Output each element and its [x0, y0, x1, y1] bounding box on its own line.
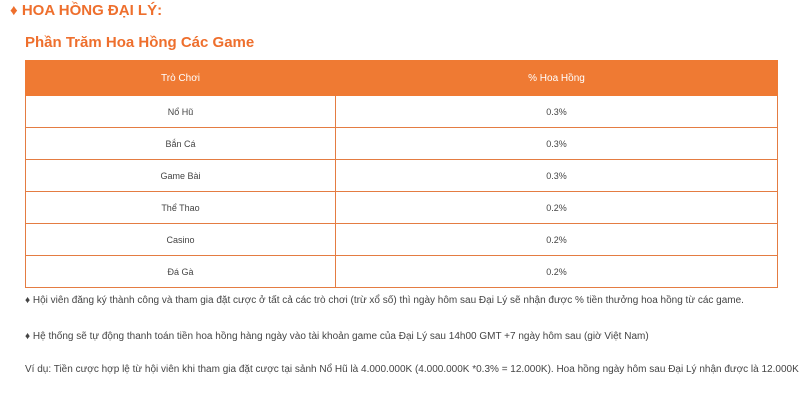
game-name: Game Bài: [25, 159, 336, 192]
commission-rate: 0.2%: [335, 191, 778, 224]
paragraph: ♦ Hệ thống sẽ tự động thanh toán tiền ho…: [25, 331, 649, 342]
game-name: Casino: [25, 223, 336, 256]
section-title: ♦ HOA HỒNG ĐẠI LÝ:: [10, 2, 163, 19]
table-head: Trò Chơi% Hoa Hồng: [25, 60, 778, 96]
table-row: Thể Thao 0.2%: [25, 191, 778, 224]
table-row: Bắn Cá 0.3%: [25, 127, 778, 160]
game-name: Nổ Hũ: [25, 95, 336, 128]
commission-table: Trò Chơi% Hoa Hồng Nổ Hũ 0.3% Bắn Cá 0.3% Ga…: [25, 60, 778, 288]
commission-rate: 0.3%: [335, 95, 778, 128]
commission-rate: 0.2%: [335, 255, 778, 288]
paragraph: ♦ Hội viên đăng ký thành công và tham gi…: [25, 295, 744, 306]
table-row: Game Bài 0.3%: [25, 159, 778, 192]
table-row: Đá Gà 0.2%: [25, 255, 778, 288]
section-subtitle: Phần Trăm Hoa Hồng Các Game: [25, 34, 255, 51]
table-body: Nổ Hũ 0.3% Bắn Cá 0.3% Game Bài 0.3% Thể Thao 0…: [25, 95, 778, 288]
game-name: Bắn Cá: [25, 127, 336, 160]
commission-rate: 0.2%: [335, 223, 778, 256]
game-name: Đá Gà: [25, 255, 336, 288]
commission-rate: 0.3%: [335, 159, 778, 192]
table-row: Casino 0.2%: [25, 223, 778, 256]
column-header: Trò Chơi: [25, 60, 336, 96]
table-row: Nổ Hũ 0.3%: [25, 95, 778, 128]
column-header: % Hoa Hồng: [335, 60, 778, 96]
header-row: Trò Chơi% Hoa Hồng: [25, 60, 778, 96]
game-name: Thể Thao: [25, 191, 336, 224]
commission-rate: 0.3%: [335, 127, 778, 160]
paragraph: Ví dụ: Tiền cược hợp lệ từ hội viên khi …: [25, 364, 799, 375]
